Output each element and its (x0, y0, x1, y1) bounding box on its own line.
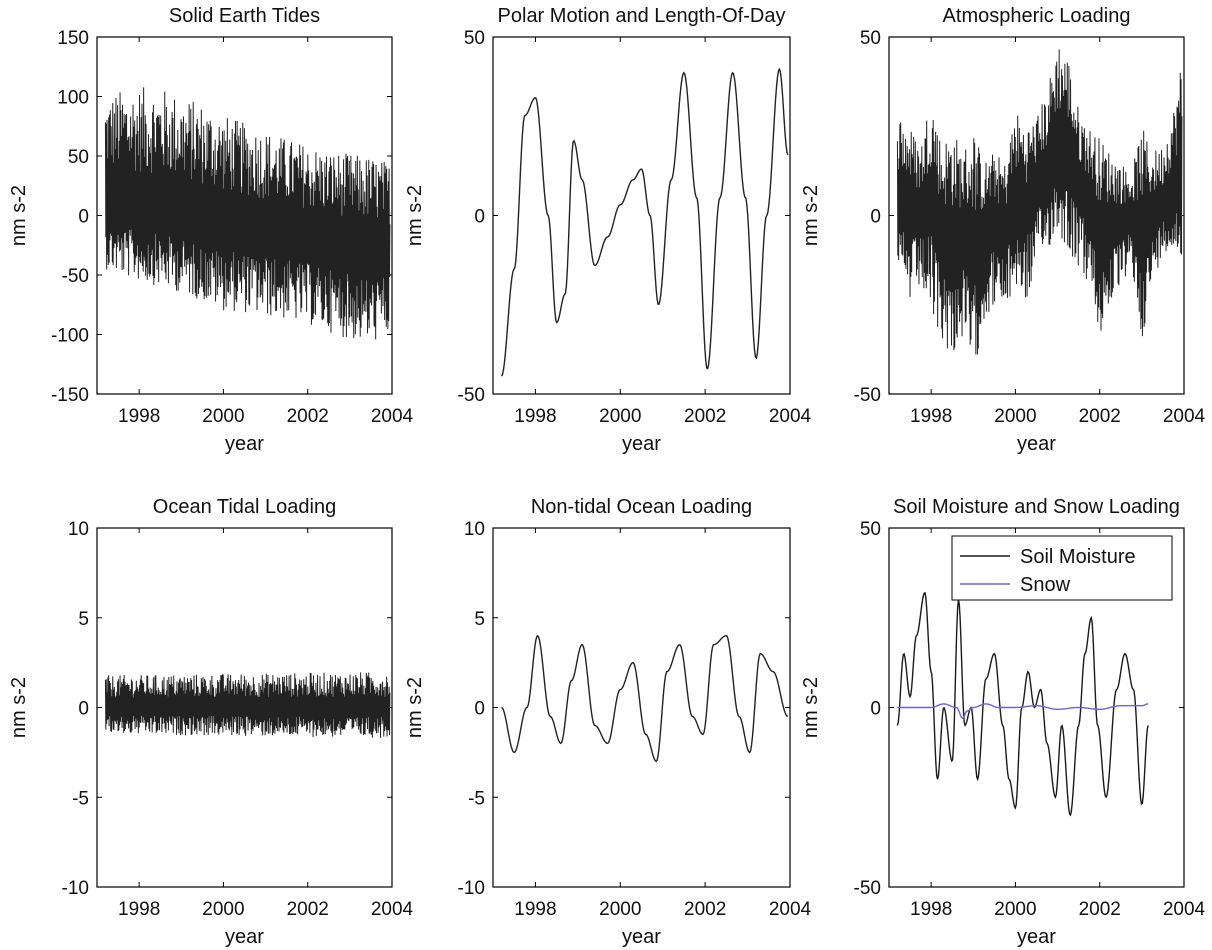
x-tick-label: 1998 (910, 899, 952, 920)
x-tick-label: 2002 (287, 899, 329, 920)
chart-title: Non-tidal Ocean Loading (531, 496, 752, 518)
panel-solid-earth-tides: 1998 2000 2002 2004 -150 -100 -50 0 50 100 150 Soli… (8, 5, 414, 455)
x-tick-label: 2002 (684, 406, 726, 427)
series-line-atmospheric-loading (896, 49, 1183, 355)
x-tick-label: 2002 (1079, 899, 1121, 920)
y-tick-label: 0 (474, 207, 485, 228)
y-tick-label: -5 (72, 788, 89, 809)
y-tick-label: 0 (474, 699, 485, 720)
x-axis-label: year (622, 433, 661, 455)
legend-label: Soil Moisture (1020, 546, 1136, 568)
x-tick-label: 2002 (1079, 406, 1121, 427)
x-tick-label: 2004 (769, 406, 812, 427)
y-tick-label: 5 (474, 609, 485, 630)
x-axis-label: year (622, 926, 661, 948)
y-axis-label: nm s-2 (404, 185, 426, 246)
y-tick-label: 10 (68, 519, 89, 540)
x-tick-label: 1998 (118, 899, 160, 920)
x-tick-label: 2002 (287, 406, 329, 427)
x-tick-label: 1998 (118, 406, 160, 427)
x-tick-label: 2004 (371, 406, 414, 427)
y-tick-label: -50 (458, 385, 485, 406)
y-tick-label: 0 (78, 699, 89, 720)
x-tick-label: 2004 (769, 899, 812, 920)
chart-title: Polar Motion and Length-Of-Day (498, 5, 786, 27)
y-tick-label: -10 (62, 878, 89, 899)
panel-atmospheric-loading: 1998 2000 2002 2004 -50 0 50 Atmospheric Loadin… (800, 5, 1206, 455)
panel-ocean-tidal-loading: 1998 2000 2002 2004 -10 -5 0 5 10 Ocean Tidal Loa… (8, 496, 414, 948)
panel-polar-motion: 1998 2000 2002 2004 -50 0 50 Polar Motion and L… (404, 5, 812, 455)
y-tick-label: 50 (860, 519, 881, 540)
x-tick-label: 2000 (202, 899, 244, 920)
x-tick-label: 2004 (371, 899, 414, 920)
chart-title: Atmospheric Loading (943, 5, 1131, 27)
x-tick-label: 2000 (202, 406, 244, 427)
x-tick-label: 2002 (684, 899, 726, 920)
y-tick-label: -50 (854, 385, 881, 406)
y-tick-label: -10 (458, 878, 485, 899)
chart-title: Soil Moisture and Snow Loading (893, 496, 1180, 518)
y-tick-label: 100 (57, 88, 89, 109)
y-axis-label: nm s-2 (404, 677, 426, 738)
panel-soil-moisture-snow: 1998 2000 2002 2004 -50 0 50 Soil Moisture and … (800, 496, 1206, 948)
series-line-non-tidal-ocean-loading (501, 634, 789, 763)
plot-frame (492, 527, 791, 888)
y-tick-label: 0 (78, 207, 89, 228)
x-tick-label: 1998 (514, 899, 556, 920)
y-axis-label: nm s-2 (8, 677, 30, 738)
x-tick-label: 2000 (599, 406, 641, 427)
y-tick-label: 50 (464, 28, 485, 49)
y-axis-label: nm s-2 (8, 185, 30, 246)
x-axis-label: year (1017, 926, 1056, 948)
legend-box (951, 535, 1173, 601)
legend-label: Snow (1020, 574, 1071, 596)
y-tick-label: -150 (51, 385, 89, 406)
x-tick-label: 2004 (1163, 899, 1206, 920)
x-tick-label: 2000 (994, 899, 1036, 920)
y-tick-label: 50 (68, 147, 89, 168)
y-tick-label: 10 (464, 519, 485, 540)
y-tick-label: 5 (78, 609, 89, 630)
series-line-ocean-tidal-loading (104, 672, 391, 738)
y-tick-label: -5 (468, 788, 485, 809)
x-tick-label: 2000 (994, 406, 1036, 427)
x-axis-label: year (1017, 433, 1056, 455)
x-tick-label: 1998 (910, 406, 952, 427)
y-tick-label: 50 (860, 28, 881, 49)
x-axis-label: year (225, 926, 264, 948)
x-tick-label: 1998 (514, 406, 556, 427)
y-tick-label: -50 (62, 266, 89, 287)
x-tick-label: 2004 (1163, 406, 1206, 427)
x-tick-label: 2000 (599, 899, 641, 920)
y-tick-label: 0 (870, 699, 881, 720)
plot-frame (492, 36, 791, 395)
legend: Soil Moisture Snow (951, 535, 1173, 601)
y-axis-label: nm s-2 (800, 677, 822, 738)
y-tick-label: -50 (854, 878, 881, 899)
series-line-soil-moisture (896, 591, 1149, 817)
y-tick-label: 0 (870, 207, 881, 228)
series-line-solid-earth-tides (104, 87, 391, 340)
y-tick-label: -100 (51, 326, 89, 347)
chart-title: Ocean Tidal Loading (153, 496, 336, 518)
panel-non-tidal-ocean-loading: 1998 2000 2002 2004 -10 -5 0 5 10 Non-tidal Ocean… (404, 496, 812, 948)
series-line-polar-motion (500, 67, 789, 377)
chart-title: Solid Earth Tides (169, 5, 320, 27)
y-tick-label: 150 (57, 28, 89, 49)
x-axis-label: year (225, 433, 264, 455)
y-axis-label: nm s-2 (800, 185, 822, 246)
series-line-snow (897, 703, 1149, 720)
